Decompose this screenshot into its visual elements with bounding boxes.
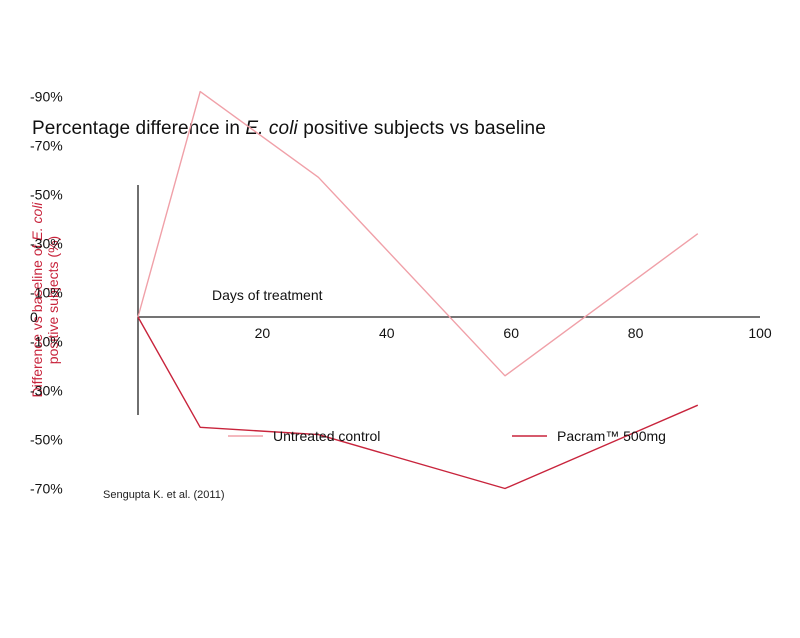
y-tick-label: -70% <box>30 138 63 154</box>
y-tick-label: -50% <box>30 432 63 448</box>
y-tick-label: -90% <box>30 89 63 105</box>
x-tick-label: 100 <box>748 325 772 341</box>
y-tick-label: -10% <box>30 334 63 350</box>
y-tick-label: -10% <box>30 285 63 301</box>
chart-title: Percentage difference in E. coli positiv… <box>32 118 546 139</box>
y-tick-label: -30% <box>30 236 63 252</box>
x-tick-label: 80 <box>628 325 644 341</box>
x-tick-label: 60 <box>503 325 519 341</box>
legend-label-pacram-500mg: Pacram™ 500mg <box>557 428 666 444</box>
y-tick-label: 0 <box>30 309 38 325</box>
series-line-pacram-500mg <box>137 316 699 490</box>
x-tick-label: 40 <box>379 325 395 341</box>
y-tick-label: -30% <box>30 383 63 399</box>
series-line-untreated-control <box>137 90 699 377</box>
y-tick-label: -50% <box>30 187 63 203</box>
x-tick-label: 20 <box>255 325 271 341</box>
source-citation: Sengupta K. et al. (2011) <box>103 489 225 501</box>
y-tick-label: -70% <box>30 481 63 497</box>
legend-label-untreated-control: Untreated control <box>273 428 380 444</box>
x-axis-title: Days of treatment <box>212 287 323 303</box>
